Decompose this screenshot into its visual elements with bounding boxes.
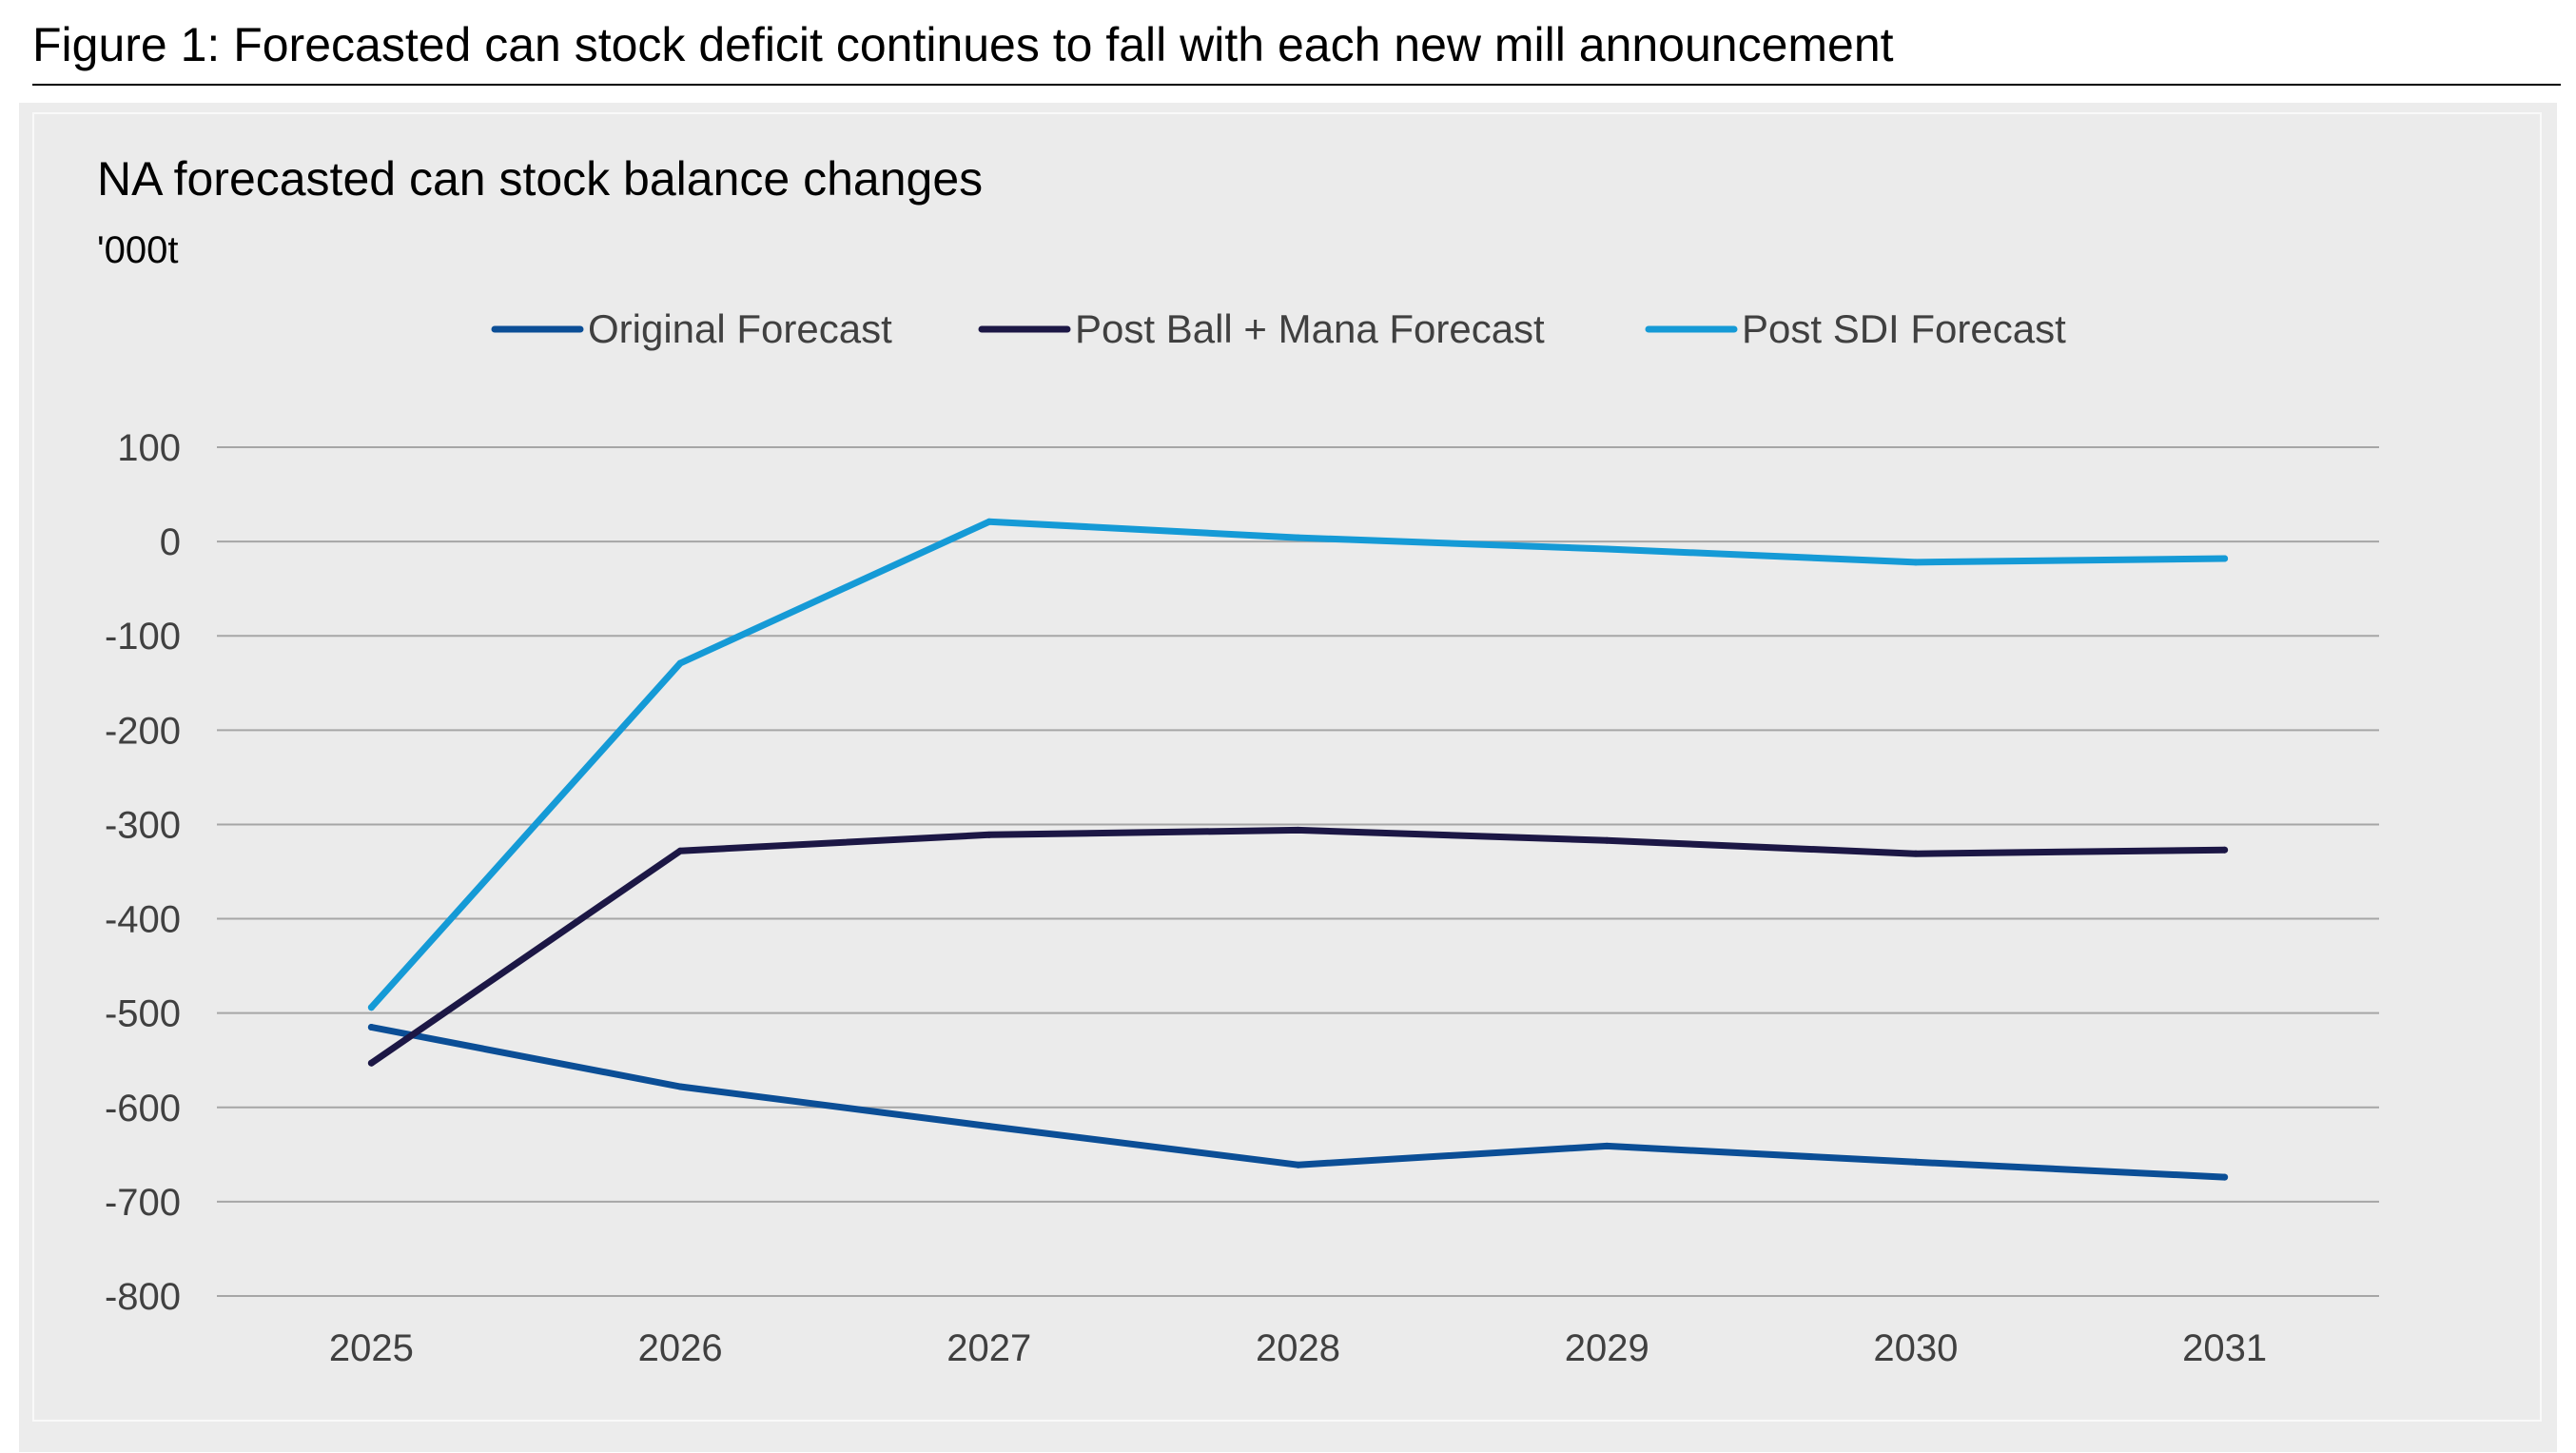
data-point: [986, 1123, 993, 1130]
figure-caption: Figure 1: Forecasted can stock deficit c…: [32, 18, 1894, 71]
data-point: [1603, 1142, 1610, 1149]
x-tick-label: 2028: [1256, 1327, 1340, 1369]
y-gridlines: [217, 446, 2379, 1297]
series-line-post-sdi-forecast: [367, 518, 2229, 1011]
caption-divider: [32, 84, 2561, 86]
data-point: [367, 1059, 375, 1067]
data-point: [676, 1083, 684, 1090]
y-tick-label: 0: [160, 521, 181, 563]
x-tick-label: 2031: [2182, 1327, 2267, 1369]
chart-unit-label: '000t: [97, 229, 179, 271]
data-point: [1912, 1158, 1920, 1166]
y-tick-label: -200: [105, 710, 181, 752]
x-axis: 2025 2026 2027 2028 2029 2030 2031: [329, 1327, 2267, 1369]
data-point: [676, 847, 684, 854]
series-line-original-forecast: [367, 1024, 2229, 1181]
data-point: [2221, 846, 2229, 854]
data-point: [676, 659, 684, 667]
plot-series: [367, 518, 2229, 1181]
data-point: [1912, 559, 1920, 566]
series-line-post-ball-mana-forecast: [367, 826, 2229, 1067]
x-tick-label: 2025: [329, 1327, 414, 1369]
data-point: [2221, 1173, 2229, 1181]
data-point: [2221, 555, 2229, 562]
y-tick-label: 100: [117, 427, 181, 469]
legend-label: Post Ball + Mana Forecast: [1075, 306, 1545, 351]
data-point: [986, 518, 993, 525]
x-tick-label: 2030: [1873, 1327, 1958, 1369]
data-point: [1295, 826, 1301, 834]
chart-frame: NA forecasted can stock balance changes …: [32, 112, 2542, 1422]
legend-label: Original Forecast: [588, 306, 892, 351]
x-tick-label: 2026: [638, 1327, 723, 1369]
y-tick-label: -700: [105, 1182, 181, 1224]
line-chart: NA forecasted can stock balance changes …: [97, 152, 2379, 1369]
y-tick-label: -300: [105, 804, 181, 846]
data-point: [1603, 836, 1610, 844]
data-point: [1912, 850, 1920, 857]
y-tick-label: -500: [105, 993, 181, 1035]
x-tick-label: 2027: [946, 1327, 1031, 1369]
data-point: [1295, 534, 1301, 541]
data-point: [367, 1004, 375, 1011]
legend-label: Post SDI Forecast: [1742, 306, 2066, 351]
y-axis: 100 0 -100 -200 -300 -400 -500 -600 -700 -800: [105, 427, 181, 1318]
data-point: [367, 1024, 375, 1031]
chart-title: NA forecasted can stock balance changes: [97, 152, 983, 206]
x-tick-label: 2029: [1565, 1327, 1649, 1369]
chart-panel: NA forecasted can stock balance changes …: [19, 103, 2557, 1452]
y-tick-label: -800: [105, 1276, 181, 1318]
y-tick-label: -600: [105, 1088, 181, 1129]
data-point: [986, 831, 993, 838]
data-point: [1603, 545, 1610, 553]
chart-legend: Original Forecast Post Ball + Mana Foreca…: [491, 306, 2066, 351]
y-tick-label: -100: [105, 616, 181, 658]
y-tick-label: -400: [105, 899, 181, 941]
data-point: [1295, 1161, 1301, 1168]
